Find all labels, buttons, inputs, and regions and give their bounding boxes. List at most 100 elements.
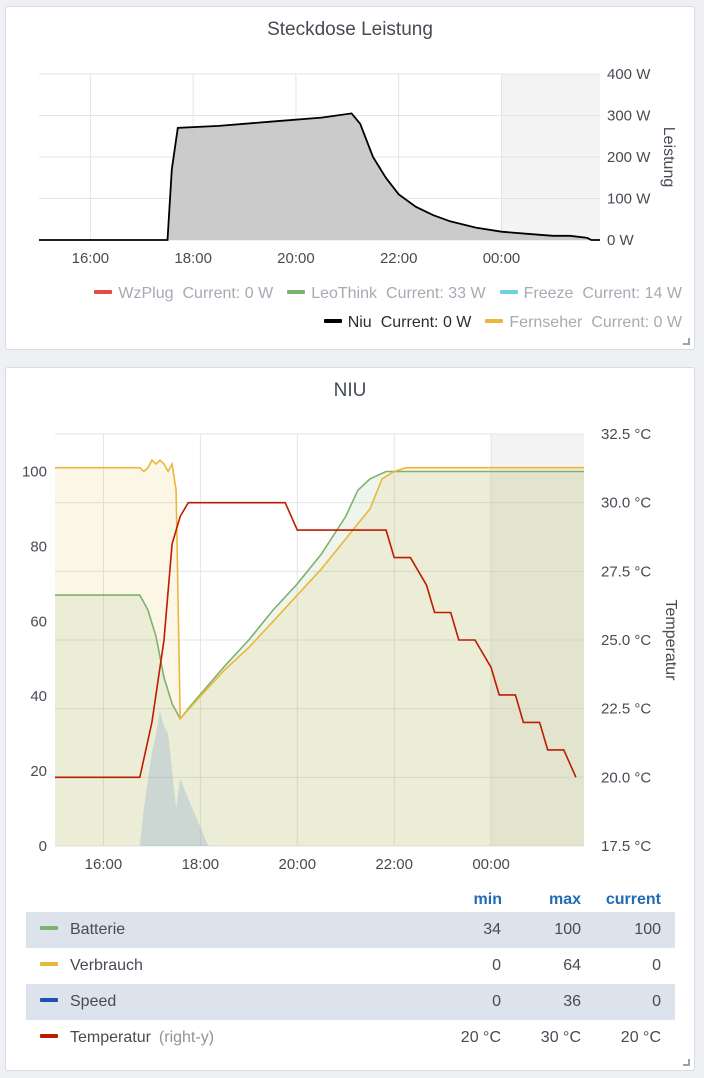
series-area-speed bbox=[139, 711, 209, 846]
legend-value-min: 0 bbox=[492, 957, 501, 974]
legend-value-current: 20 °C bbox=[620, 1029, 661, 1046]
series-area-batterie bbox=[55, 471, 584, 846]
legend-table: Batterie 34 100 100 Verbrauch 0 64 0 Speed 0 36 0 Te… bbox=[26, 912, 675, 1056]
x-tick-label: 22:00 bbox=[380, 250, 418, 267]
x-tick-label: 00:00 bbox=[472, 856, 510, 873]
legend-name: Niu bbox=[347, 314, 372, 331]
legend-value-current: 0 bbox=[652, 993, 661, 1010]
x-tick-label: 16:00 bbox=[85, 856, 123, 873]
panel-steckdose-leistung: Steckdose Leistung 0 W 100 W 200 W 300 W 400… bbox=[5, 6, 695, 350]
y-tick-label: 400 W bbox=[607, 66, 651, 83]
series-area-verbrauch bbox=[55, 460, 584, 846]
legend-name: LeoThink bbox=[311, 285, 378, 302]
y-right-tick-label: 25.0 °C bbox=[601, 632, 651, 649]
resize-handle[interactable] bbox=[683, 338, 690, 345]
legend-item-fernseher[interactable]: Fernseher Current: 0 W bbox=[485, 314, 682, 332]
legend-value-max: 30 °C bbox=[540, 1029, 581, 1046]
legend-value-min: 0 bbox=[492, 993, 501, 1010]
legend-row-2: Niu Current: 0 W Fernseher Current: 0 W bbox=[310, 314, 682, 332]
y-axis-label-right: Temperatur bbox=[662, 600, 679, 682]
legend-current: Current: 33 W bbox=[386, 285, 486, 302]
legend-row-speed[interactable]: Speed 0 36 0 bbox=[26, 984, 675, 1020]
legend-value-min: 20 °C bbox=[460, 1029, 501, 1046]
legend-swatch[interactable] bbox=[40, 997, 58, 1002]
y-tick-label: 0 W bbox=[607, 232, 635, 249]
niu-chart[interactable]: 17.5 °C 20.0 °C 22.5 °C 25.0 °C 27.5 °C 30.0 … bbox=[6, 408, 696, 928]
legend-item-niu[interactable]: Niu Current: 0 W bbox=[323, 314, 472, 332]
legend-series-name[interactable]: Temperatur (right-y) bbox=[26, 1020, 421, 1056]
legend-item-leothink[interactable]: LeoThink Current: 33 W bbox=[287, 285, 486, 303]
legend-series-name[interactable]: Speed bbox=[26, 984, 421, 1020]
y-left-tick-label: 20 bbox=[30, 763, 47, 780]
x-tick-label: 20:00 bbox=[277, 250, 315, 267]
y-axis-label: Leistung bbox=[660, 127, 677, 188]
resize-handle[interactable] bbox=[683, 1059, 690, 1066]
y-left-tick-label: 40 bbox=[30, 688, 47, 705]
y-right-tick-label: 20.0 °C bbox=[601, 769, 651, 786]
y-left-tick-label: 100 bbox=[22, 463, 47, 480]
y-right-tick-label: 22.5 °C bbox=[601, 701, 651, 718]
power-chart[interactable]: 0 W 100 W 200 W 300 W 400 W 16:00 18:00 20:00 22… bbox=[6, 47, 696, 317]
series-label: Temperatur bbox=[70, 1029, 151, 1046]
legend-row-temperatur[interactable]: Temperatur (right-y) 20 °C 30 °C 20 °C bbox=[26, 1020, 675, 1056]
y-right-tick-label: 27.5 °C bbox=[601, 563, 651, 580]
legend-value-max: 36 bbox=[563, 993, 581, 1010]
panel-title[interactable]: Steckdose Leistung bbox=[267, 19, 433, 40]
legend-value-max: 64 bbox=[563, 957, 581, 974]
y-left-tick-label: 80 bbox=[30, 538, 47, 555]
axis-suffix: (right-y) bbox=[158, 1029, 215, 1046]
series-line-verbrauch bbox=[55, 458, 584, 721]
series-label: Batterie bbox=[70, 921, 126, 938]
legend-current: Current: 0 W bbox=[591, 314, 682, 331]
legend-series-name[interactable]: Verbrauch bbox=[26, 948, 421, 984]
x-tick-label: 18:00 bbox=[174, 250, 212, 267]
header-min[interactable]: min bbox=[473, 891, 502, 908]
y-right-tick-label: 30.0 °C bbox=[601, 495, 651, 512]
panel-niu: NIU 17.5 °C 20.0 °C 22.5 °C 25.0 °C 27.5 °C 3… bbox=[5, 367, 695, 1071]
legend-value-current: 0 bbox=[652, 957, 661, 974]
series-line-temperatur bbox=[55, 501, 577, 779]
header-max[interactable]: max bbox=[548, 891, 581, 908]
y-left-tick-label: 0 bbox=[39, 838, 47, 855]
legend-row-1: WzPlug Current: 0 W LeoThink Current: 33 W F… bbox=[80, 285, 682, 303]
series-label: Verbrauch bbox=[70, 957, 143, 974]
legend-value-max: 100 bbox=[554, 921, 581, 938]
x-tick-label: 00:00 bbox=[483, 250, 521, 267]
series-line-niu bbox=[39, 112, 600, 241]
y-tick-label: 200 W bbox=[607, 149, 651, 166]
y-tick-label: 300 W bbox=[607, 108, 651, 125]
legend-current: Current: 0 W bbox=[182, 285, 274, 302]
panel-title[interactable]: NIU bbox=[333, 380, 367, 401]
legend-swatch[interactable] bbox=[287, 289, 306, 294]
legend-value-min: 34 bbox=[483, 921, 501, 938]
legend-swatch[interactable] bbox=[40, 1033, 58, 1038]
legend-swatch[interactable] bbox=[94, 289, 113, 294]
legend-item-freeze[interactable]: Freeze Current: 14 W bbox=[499, 285, 682, 303]
legend-swatch[interactable] bbox=[499, 289, 518, 294]
x-tick-label: 16:00 bbox=[72, 250, 110, 267]
y-right-tick-label: 32.5 °C bbox=[601, 426, 651, 443]
x-tick-label: 22:00 bbox=[375, 856, 413, 873]
legend-swatch[interactable] bbox=[323, 318, 342, 323]
legend-swatch[interactable] bbox=[40, 961, 58, 966]
legend-swatch[interactable] bbox=[40, 925, 58, 930]
legend-swatch[interactable] bbox=[485, 318, 504, 323]
legend-name: Freeze bbox=[523, 285, 574, 302]
series-area-niu bbox=[39, 113, 600, 240]
header-current[interactable]: current bbox=[605, 891, 661, 908]
legend-current: Current: 0 W bbox=[380, 314, 472, 331]
y-right-tick-label: 17.5 °C bbox=[601, 838, 651, 855]
series-label: Speed bbox=[70, 993, 117, 1010]
legend-item-wzplug[interactable]: WzPlug Current: 0 W bbox=[94, 285, 273, 303]
legend-row-batterie[interactable]: Batterie 34 100 100 bbox=[26, 912, 675, 948]
legend-value-current: 100 bbox=[634, 921, 661, 938]
y-left-tick-label: 60 bbox=[30, 613, 47, 630]
legend-row-verbrauch[interactable]: Verbrauch 0 64 0 bbox=[26, 948, 675, 984]
legend-series-name[interactable]: Batterie bbox=[26, 912, 421, 948]
legend-name: WzPlug bbox=[118, 285, 174, 302]
series-line-batterie bbox=[55, 470, 584, 721]
legend-name: Fernseher bbox=[509, 314, 583, 331]
x-tick-label: 18:00 bbox=[182, 856, 220, 873]
x-tick-label: 20:00 bbox=[279, 856, 317, 873]
legend-current: Current: 14 W bbox=[582, 285, 682, 302]
